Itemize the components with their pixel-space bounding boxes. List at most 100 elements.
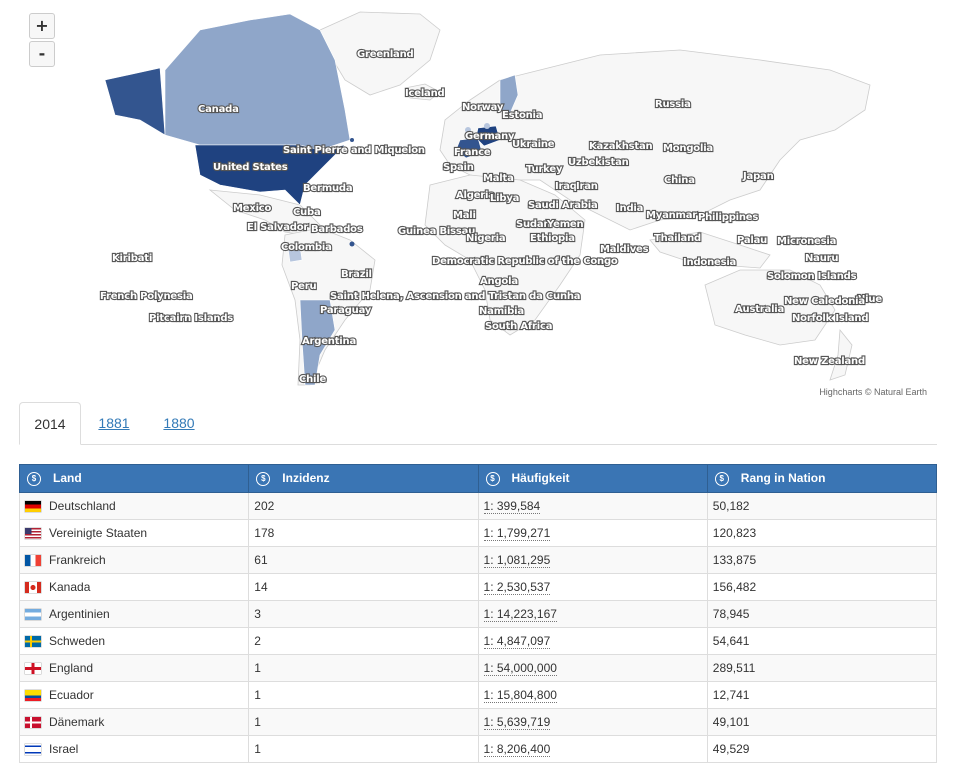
country-label: Myanmar [646,210,697,221]
country-label: Mali [453,210,476,221]
cell-land: England [18,654,250,682]
cell-haeufigkeit: 1: 15,804,800 [477,681,708,709]
frequency-value[interactable]: 1: 54,000,000 [483,661,557,676]
sort-icon[interactable]: $ [256,471,271,486]
frequency-value[interactable]: 1: 2,530,537 [483,580,551,595]
cell-haeufigkeit: 1: 4,847,097 [477,627,708,655]
column-header-label: Rang in Nation [740,471,826,486]
table-body: Deutschland 202 1: 399,584 50,182 Vereinigte… [18,492,938,763]
surname-stats-table: $ Land $ Inzidenz $ Häufigkeit $ Rang in Nat… [18,464,938,763]
frequency-value[interactable]: 1: 1,081,295 [483,553,551,568]
tab-1881[interactable]: 1881 [98,415,130,431]
barbados-marker [349,241,355,247]
table-row: Frankreich 61 1: 1,081,295 133,875 [18,546,938,574]
tab-1880[interactable]: 1880 [163,415,195,431]
cell-inzidenz: 178 [248,519,479,547]
country-label: Turkey [526,164,563,175]
column-header-rang[interactable]: $ Rang in Nation [706,464,938,493]
flag-icon [25,582,41,594]
alaska-shape [104,67,166,136]
flag-icon [25,744,41,756]
country-name: Vereinigte Staaten [49,526,148,540]
zoom-in-button[interactable]: + [29,13,55,39]
cell-land: Frankreich [18,546,250,574]
country-label: Micronesia [777,236,836,247]
frequency-value[interactable]: 1: 1,799,271 [483,526,551,541]
country-label: Algeria [456,190,495,201]
country-label: Russia [655,99,691,110]
column-header-inzidenz[interactable]: $ Inzidenz [248,464,479,493]
country-label: Solomon Islands [767,271,857,282]
frequency-value[interactable]: 1: 8,206,400 [483,742,551,757]
country-label: Nauru [805,253,838,264]
frequency-value[interactable]: 1: 399,584 [483,499,541,514]
sort-icon[interactable]: $ [485,471,500,486]
country-label: Ukraine [512,139,555,150]
table-row: Schweden 2 1: 4,847,097 54,641 [18,627,938,655]
cell-land: Kanada [18,573,250,601]
united-states-shape [194,144,346,206]
country-label: United States [213,162,288,173]
tab-2014[interactable]: 2014 [19,402,81,445]
flag-icon [25,636,41,648]
flag-icon [25,528,41,540]
country-label: China [664,175,695,186]
cell-land: Schweden [18,627,250,655]
country-label: Yemen [546,219,584,230]
column-header-haeufigkeit[interactable]: $ Häufigkeit [477,464,708,493]
table-row: Kanada 14 1: 2,530,537 156,482 [18,573,938,601]
sort-icon[interactable]: $ [714,471,729,486]
cell-rang: 50,182 [706,492,938,520]
country-label: France [454,147,491,158]
country-label: Iceland [405,88,445,99]
ecuador-shape [287,245,303,263]
column-header-label: Inzidenz [282,471,330,486]
country-name: Dänemark [49,715,105,729]
flag-icon [25,690,41,702]
sweden-shape [499,74,519,119]
country-name: Schweden [49,634,106,648]
frequency-value[interactable]: 1: 4,847,097 [483,634,551,649]
country-label: Estonia [502,110,542,121]
country-label: Pitcairn Islands [149,313,233,324]
world-map[interactable]: Greenland Iceland Norway Estonia Russia Canad… [0,0,956,400]
country-label: Mongolia [663,143,713,154]
cell-rang: 12,741 [706,681,938,709]
country-label: Saudi Arabia [528,200,598,211]
cell-inzidenz: 3 [248,600,479,628]
country-label: Norfolk Island [792,313,868,324]
frequency-value[interactable]: 1: 15,804,800 [483,688,557,703]
zoom-out-button[interactable]: - [29,41,55,67]
country-name: Deutschland [49,499,116,513]
canada-shape [164,13,351,151]
country-label: Ethiopia [530,233,575,244]
country-label: Niue [857,294,882,305]
country-label: Bermuda [303,183,352,194]
flag-icon [25,501,41,513]
country-label: Philippines [698,212,758,223]
table-row: Deutschland 202 1: 399,584 50,182 [18,492,938,520]
country-label: Australia [735,304,784,315]
israel-marker [527,167,533,173]
cell-haeufigkeit: 1: 14,223,167 [477,600,708,628]
land-masses [208,11,871,386]
frequency-value[interactable]: 1: 14,223,167 [483,607,557,622]
country-label: Chile [299,374,327,385]
frequency-value[interactable]: 1: 5,639,719 [483,715,551,730]
cell-rang: 156,482 [706,573,938,601]
sort-icon[interactable]: $ [27,471,41,486]
country-label: Malta [483,173,514,184]
highlighted-countries[interactable] [104,13,533,386]
germany-shape [475,125,501,147]
country-label: Iraq [555,181,577,192]
map-credits[interactable]: Highcharts © Natural Earth [819,387,927,397]
country-label: Colombia [281,242,332,253]
cell-rang: 289,511 [706,654,938,682]
country-label: Germany [465,131,515,142]
country-label: Argentina [302,336,356,347]
country-label: Brazil [341,269,372,280]
column-header-land[interactable]: $ Land [18,464,250,493]
cell-haeufigkeit: 1: 1,081,295 [477,546,708,574]
